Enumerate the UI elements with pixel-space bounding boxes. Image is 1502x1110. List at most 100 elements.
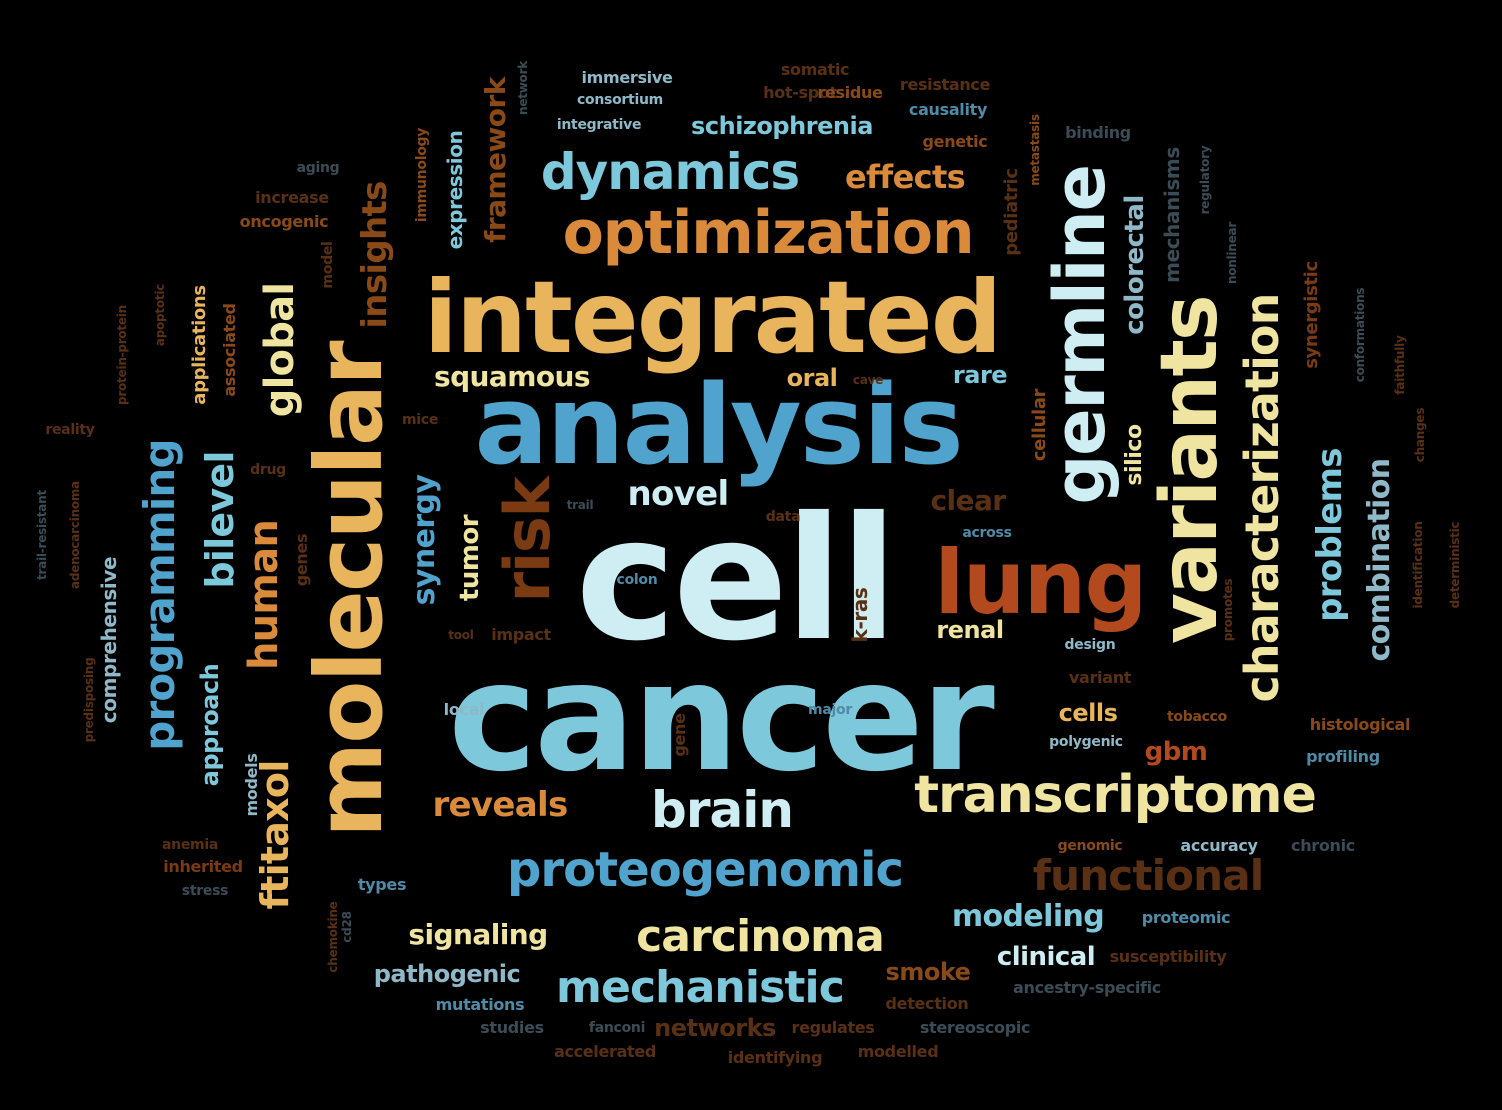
cloud-word: increase [255, 188, 329, 207]
cloud-word: dynamics [540, 143, 800, 201]
cloud-word: ancestry-specific [1013, 978, 1161, 997]
cloud-word: approach [196, 663, 224, 787]
cloud-word: gene [670, 713, 689, 757]
cloud-word: design [1064, 637, 1116, 653]
cloud-word: cave [852, 373, 884, 387]
cloud-word: mechanisms [1160, 147, 1184, 283]
cloud-word: molecular [296, 342, 403, 838]
cloud-word: pediatric [1001, 168, 1022, 256]
cloud-word: risk [491, 477, 564, 603]
cloud-word: data [765, 509, 801, 525]
cloud-word: changes [1413, 407, 1427, 463]
cloud-word: identification [1411, 521, 1425, 609]
cloud-word: variant [1068, 668, 1132, 687]
cloud-word: oral [786, 364, 838, 392]
cloud-word: studies [480, 1018, 544, 1037]
cloud-word: aging [296, 160, 340, 176]
cloud-word: integrative [556, 117, 642, 133]
cloud-word: colorectal [1120, 195, 1150, 335]
cloud-word: model [320, 241, 336, 289]
cloud-word: regulates [791, 1018, 875, 1037]
cloud-word: tobacco [1166, 709, 1228, 725]
cloud-word: applications [189, 285, 210, 405]
cloud-word: promotes [1221, 578, 1235, 642]
cloud-word: adenocarcinoma [68, 481, 82, 589]
cloud-word: schizophrenia [691, 112, 873, 140]
cloud-word: causality [908, 100, 988, 119]
cloud-word: genetic [922, 132, 988, 151]
cloud-word: rare [952, 361, 1008, 389]
cloud-word: clear [930, 484, 1006, 517]
cloud-word: accuracy [1180, 836, 1258, 855]
cloud-word: across [962, 525, 1012, 541]
cloud-word: predisposing [82, 657, 96, 743]
cloud-word: local [443, 700, 485, 719]
cloud-word: identifying [727, 1048, 823, 1067]
cloud-word: networks [654, 1014, 776, 1042]
cloud-word: modelled [857, 1042, 939, 1061]
cloud-word: proteomic [1141, 908, 1231, 927]
cloud-word: detection [885, 994, 969, 1013]
cloud-word: deterministic [1448, 521, 1462, 609]
cloud-word: conformations [1353, 287, 1367, 383]
cloud-word: squamous [433, 360, 591, 393]
cloud-word: metastasis [1028, 114, 1042, 186]
cloud-word: lung [934, 531, 1147, 634]
cloud-word: cancer [448, 631, 995, 805]
cloud-word: models [242, 753, 261, 817]
cloud-word: immersive [581, 68, 673, 87]
cloud-word: pathogenic [373, 960, 521, 988]
cloud-word: brain [651, 781, 794, 839]
cloud-word: mice [401, 412, 439, 428]
cloud-word: synergistic [1301, 261, 1322, 369]
cloud-word: k-ras [848, 587, 872, 643]
cloud-word: gbm [1144, 737, 1208, 767]
cloud-word: synergy [407, 474, 442, 606]
cloud-word: mutations [435, 995, 525, 1014]
cloud-word: expression [443, 130, 467, 250]
cloud-word: fanconi [588, 1020, 646, 1036]
cloud-word: somatic [780, 60, 850, 79]
cloud-word: chronic [1291, 836, 1355, 855]
cloud-word: mechanistic [556, 962, 845, 1013]
cloud-word: apoptotic [153, 283, 167, 347]
cloud-word: genes [292, 533, 311, 587]
cloud-word: reveals [432, 785, 568, 825]
cloud-word: combination [1362, 458, 1397, 662]
cloud-word: characterization [1235, 293, 1289, 703]
cloud-word: tumor [455, 514, 485, 602]
cloud-word: functional [1032, 851, 1264, 900]
cloud-word: modeling [951, 899, 1105, 934]
cloud-word: cells [1058, 699, 1118, 727]
cloud-word: signaling [408, 918, 548, 951]
cloud-word: cellular [1029, 388, 1050, 462]
cloud-word: polygenic [1049, 734, 1123, 750]
cloud-word: trail [566, 498, 594, 512]
cloud-word: proteogenomic [507, 842, 904, 898]
cloud-word: resistance [899, 75, 991, 94]
cloud-word: ftitaxol [253, 760, 297, 910]
cloud-word: types [357, 875, 407, 894]
cloud-word: novel [627, 474, 729, 514]
cloud-word: variants [1145, 295, 1235, 645]
cloud-word: germline [1039, 165, 1121, 505]
cloud-word: binding [1065, 123, 1131, 142]
cloud-word: bilevel [198, 451, 242, 589]
cloud-word: accelerated [553, 1042, 657, 1061]
cloud-word: insights [355, 181, 395, 329]
cloud-word: cell [575, 481, 897, 679]
cloud-word: integrated [423, 259, 1003, 376]
cloud-word: chemokine [326, 901, 340, 973]
cloud-word: colon [616, 572, 658, 588]
cloud-word: consortium [577, 92, 663, 108]
cloud-word: framework [479, 77, 512, 243]
cloud-word: human [241, 519, 287, 671]
cloud-word: stress [181, 883, 229, 899]
cloud-word: major [808, 702, 852, 718]
cloud-word: residue [817, 83, 883, 102]
cloud-word: associated [220, 303, 239, 397]
cloud-word: reality [45, 422, 95, 438]
cloud-word: histological [1309, 715, 1411, 734]
cloud-word: tool [448, 628, 474, 642]
